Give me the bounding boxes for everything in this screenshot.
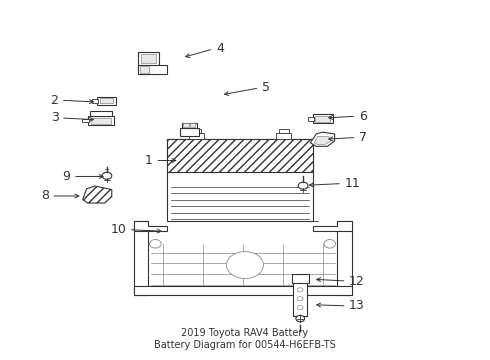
Bar (313, 114, 333, 123)
Bar (190, 123, 195, 127)
Circle shape (226, 252, 264, 279)
Bar (138, 53, 159, 74)
Bar (99, 99, 113, 103)
Bar (168, 139, 313, 172)
Circle shape (297, 306, 303, 310)
Bar (93, 99, 98, 103)
Circle shape (296, 315, 305, 322)
Bar (337, 221, 352, 295)
Bar (138, 65, 168, 74)
Polygon shape (314, 136, 331, 145)
Bar (88, 116, 114, 125)
Text: 6: 6 (359, 110, 367, 123)
Bar (134, 286, 352, 295)
Text: 7: 7 (359, 131, 367, 144)
Text: 3: 3 (50, 112, 58, 125)
Bar (168, 139, 313, 221)
Circle shape (297, 288, 303, 292)
Text: 13: 13 (349, 299, 365, 312)
Bar (279, 129, 289, 133)
Text: 2: 2 (50, 94, 58, 107)
Bar (92, 118, 111, 124)
Bar (134, 221, 148, 295)
Bar (292, 274, 309, 283)
Bar (294, 278, 307, 316)
Bar (192, 129, 201, 133)
Text: 11: 11 (344, 177, 360, 190)
Text: 8: 8 (41, 189, 49, 202)
Bar (90, 111, 112, 116)
Text: 5: 5 (262, 81, 270, 94)
Text: 4: 4 (216, 42, 224, 55)
Bar (315, 116, 330, 122)
Polygon shape (310, 132, 335, 146)
Polygon shape (134, 221, 168, 231)
Bar (180, 128, 199, 136)
Text: 10: 10 (110, 223, 126, 236)
Text: 12: 12 (349, 275, 365, 288)
Polygon shape (83, 186, 112, 203)
Bar (82, 119, 89, 122)
Text: 9: 9 (63, 170, 71, 183)
Bar (140, 66, 148, 73)
Bar (183, 123, 189, 127)
Bar (97, 98, 116, 104)
Circle shape (297, 297, 303, 301)
Bar (276, 133, 291, 139)
Circle shape (102, 172, 112, 179)
Circle shape (149, 239, 161, 248)
Bar (189, 133, 204, 139)
Bar (182, 123, 196, 128)
Bar (141, 54, 156, 63)
Text: Battery Diagram for 00544-H6EFB-TS: Battery Diagram for 00544-H6EFB-TS (154, 340, 336, 350)
Text: 2019 Toyota RAV4 Battery: 2019 Toyota RAV4 Battery (181, 328, 309, 338)
Circle shape (298, 182, 308, 189)
Polygon shape (313, 221, 352, 231)
Text: 1: 1 (145, 154, 153, 167)
Circle shape (324, 239, 336, 248)
Bar (308, 117, 314, 121)
